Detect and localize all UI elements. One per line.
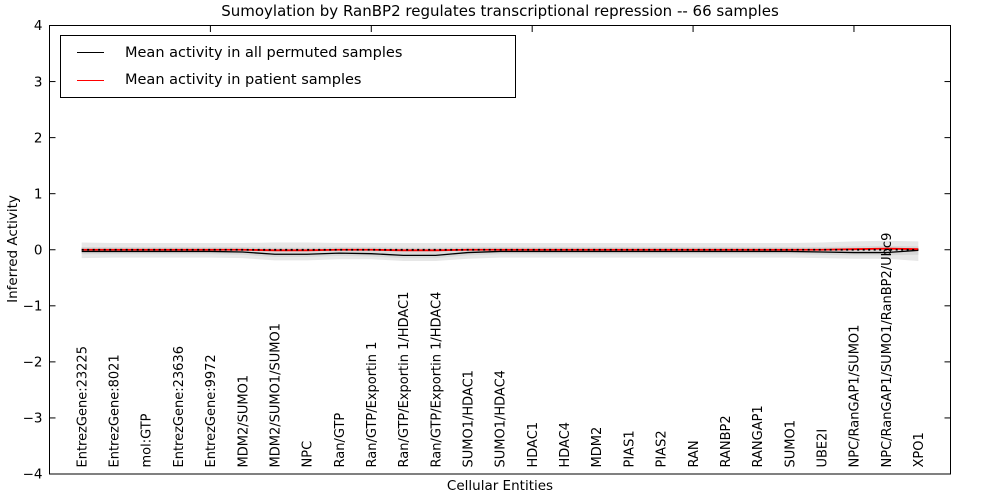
- series-line-mean-activity-in-all-permuted-samples: [81, 249, 919, 257]
- y-tick-label: 4: [34, 18, 43, 34]
- y-tick-label: −2: [23, 355, 43, 371]
- chart-title: Sumoylation by RanBP2 regulates transcri…: [221, 2, 779, 20]
- x-axis-label: Cellular Entities: [446, 478, 554, 494]
- x-category-label: RAN: [687, 440, 702, 467]
- x-category-label: NPC/RanGAP1/SUMO1: [848, 325, 863, 468]
- y-tick-label: 2: [34, 130, 43, 146]
- legend-line-sample-red: [77, 79, 104, 81]
- y-tick-label: −1: [23, 299, 43, 315]
- y-tick-label: −4: [23, 467, 43, 483]
- x-category-label: EntrezGene:23225: [75, 346, 90, 467]
- y-tick-label: 0: [34, 242, 43, 258]
- x-category-label: PIAS2: [655, 430, 670, 467]
- legend-label-patient: Mean activity in patient samples: [125, 72, 362, 89]
- x-category-label: MDM2/SUMO1/SUMO1: [268, 323, 283, 467]
- legend-item-patient: Mean activity in patient samples: [61, 67, 515, 94]
- x-category-label: NPC/RanGAP1/SUMO1/RanBP2/Ubc9: [880, 233, 895, 468]
- x-category-label: EntrezGene:8021: [108, 354, 123, 467]
- x-category-label: mol:GTP: [140, 413, 155, 467]
- x-category-label: SUMO1/HDAC1: [462, 370, 477, 467]
- x-category-label: PIAS1: [622, 430, 637, 467]
- y-tick-label: −3: [23, 411, 43, 427]
- legend-box: Mean activity in all permuted samples Me…: [60, 35, 516, 98]
- x-category-label: MDM2/SUMO1: [236, 375, 251, 468]
- x-category-label: SUMO1/HDAC4: [494, 370, 509, 467]
- x-category-label: Ran/GTP: [333, 413, 348, 468]
- legend-label-permuted: Mean activity in all permuted samples: [125, 44, 403, 61]
- x-category-label: XPO1: [912, 432, 927, 467]
- y-tick-label: 1: [34, 186, 43, 202]
- x-category-label: EntrezGene:23636: [172, 346, 187, 467]
- x-category-label: SUMO1: [783, 420, 798, 468]
- x-category-label: RANGAP1: [751, 405, 766, 467]
- x-category-label: UBE2I: [815, 429, 830, 468]
- x-category-label: RANBP2: [719, 415, 734, 467]
- y-tick-label: 3: [34, 74, 43, 90]
- legend-item-permuted: Mean activity in all permuted samples: [61, 39, 515, 66]
- x-category-label: HDAC4: [558, 422, 573, 468]
- y-axis-label: Inferred Activity: [5, 195, 21, 303]
- x-category-label: HDAC1: [526, 422, 541, 468]
- x-category-label: MDM2: [590, 427, 605, 468]
- x-category-label: Ran/GTP/Exportin 1/HDAC1: [397, 292, 412, 468]
- x-category-label: Ran/GTP/Exportin 1: [365, 342, 380, 468]
- legend-line-sample-black: [77, 52, 104, 54]
- x-category-label: Ran/GTP/Exportin 1/HDAC4: [429, 292, 444, 468]
- x-category-label: NPC: [301, 441, 316, 468]
- x-category-label: EntrezGene:9972: [204, 354, 219, 467]
